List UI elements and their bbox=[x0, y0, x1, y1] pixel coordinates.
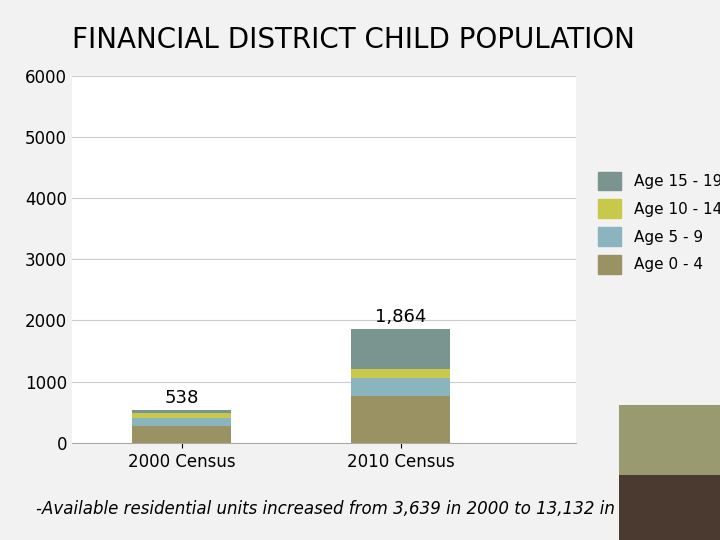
Bar bbox=[132, 410, 231, 413]
Bar bbox=[132, 413, 231, 418]
Bar bbox=[351, 396, 450, 443]
Bar bbox=[351, 368, 450, 378]
Text: 538: 538 bbox=[164, 389, 199, 407]
Legend: Age 15 - 19, Age 10 - 14, Age 5 - 9, Age 0 - 4: Age 15 - 19, Age 10 - 14, Age 5 - 9, Age… bbox=[591, 164, 720, 281]
Bar bbox=[132, 418, 231, 426]
Bar bbox=[132, 426, 231, 443]
Bar bbox=[351, 329, 450, 368]
Text: 1,864: 1,864 bbox=[375, 308, 426, 326]
Text: -Available residential units increased from 3,639 in 2000 to 13,132 in 2010.: -Available residential units increased f… bbox=[36, 501, 668, 518]
Text: FINANCIAL DISTRICT CHILD POPULATION: FINANCIAL DISTRICT CHILD POPULATION bbox=[72, 26, 635, 54]
Bar bbox=[351, 378, 450, 396]
